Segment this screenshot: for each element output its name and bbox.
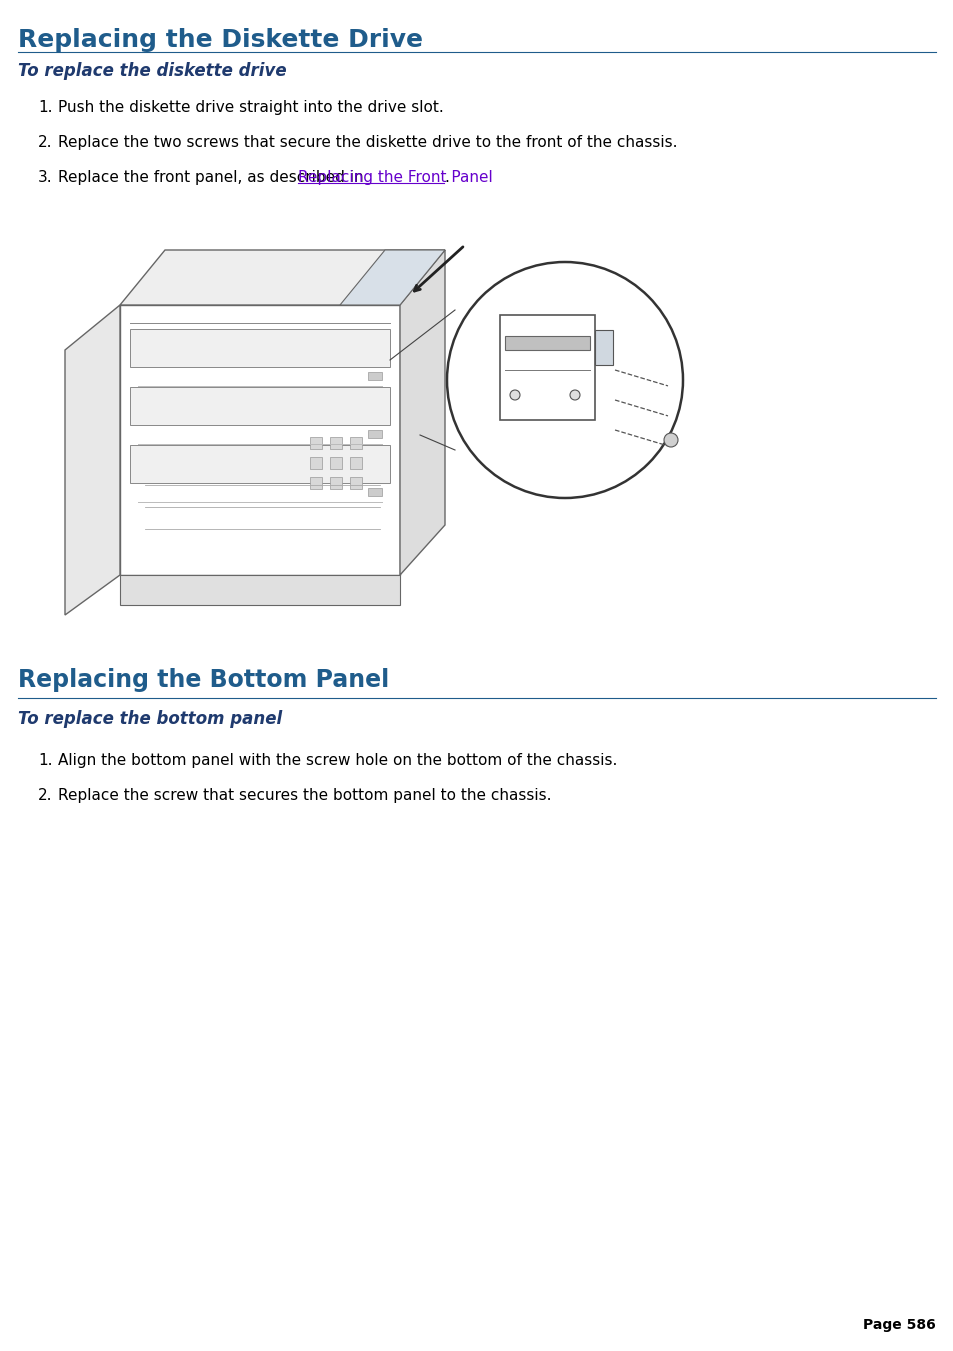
Bar — [504, 336, 589, 350]
Bar — [310, 436, 322, 449]
Bar — [310, 457, 322, 469]
Bar — [310, 477, 322, 489]
Circle shape — [569, 390, 579, 400]
Circle shape — [447, 262, 682, 499]
Polygon shape — [120, 250, 444, 305]
Text: Replacing the Front Panel: Replacing the Front Panel — [297, 170, 492, 185]
Text: Replacing the Bottom Panel: Replacing the Bottom Panel — [18, 667, 389, 692]
Polygon shape — [65, 305, 120, 615]
Text: Replace the two screws that secure the diskette drive to the front of the chassi: Replace the two screws that secure the d… — [58, 135, 677, 150]
Polygon shape — [399, 250, 444, 576]
Bar — [595, 330, 613, 365]
Bar — [330, 457, 341, 469]
Text: 2.: 2. — [38, 788, 52, 802]
Bar — [350, 436, 361, 449]
Polygon shape — [339, 250, 444, 305]
Text: Push the diskette drive straight into the drive slot.: Push the diskette drive straight into th… — [58, 100, 443, 115]
Polygon shape — [120, 305, 399, 576]
Bar — [130, 444, 390, 484]
Circle shape — [663, 434, 678, 447]
Bar — [368, 430, 381, 438]
Bar — [330, 477, 341, 489]
Bar — [130, 386, 390, 426]
Polygon shape — [120, 576, 399, 605]
Bar — [368, 372, 381, 380]
Bar — [499, 315, 595, 420]
Text: Replacing the Diskette Drive: Replacing the Diskette Drive — [18, 28, 422, 51]
Bar — [368, 488, 381, 496]
Text: To replace the diskette drive: To replace the diskette drive — [18, 62, 286, 80]
Text: .: . — [444, 170, 449, 185]
Text: 3.: 3. — [38, 170, 52, 185]
Text: 2.: 2. — [38, 135, 52, 150]
Text: Align the bottom panel with the screw hole on the bottom of the chassis.: Align the bottom panel with the screw ho… — [58, 753, 617, 767]
Bar — [350, 457, 361, 469]
Bar — [130, 330, 390, 367]
Text: Replace the front panel, as described in: Replace the front panel, as described in — [58, 170, 368, 185]
Circle shape — [510, 390, 519, 400]
Bar — [350, 477, 361, 489]
Text: Replace the screw that secures the bottom panel to the chassis.: Replace the screw that secures the botto… — [58, 788, 551, 802]
Text: 1.: 1. — [38, 100, 52, 115]
Bar — [330, 436, 341, 449]
Text: Page 586: Page 586 — [862, 1319, 935, 1332]
Text: To replace the bottom panel: To replace the bottom panel — [18, 711, 282, 728]
Text: 1.: 1. — [38, 753, 52, 767]
